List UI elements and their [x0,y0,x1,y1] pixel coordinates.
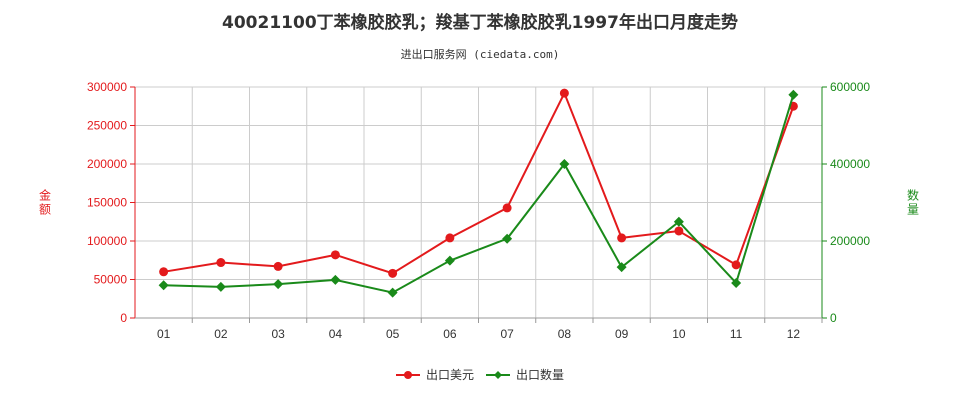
x-tick-label: 12 [787,327,801,341]
data-point [388,268,398,278]
left-tick-label: 300000 [87,80,127,94]
left-tick-label: 0 [120,311,127,325]
left-tick-label: 100000 [87,234,127,248]
series-line-2 [163,94,795,294]
x-tick-label: 09 [615,327,629,341]
x-tick-label: 02 [214,327,228,341]
data-point [731,277,742,288]
data-point [559,159,570,169]
right-tick-label: 600000 [830,80,870,94]
left-axis-title: 金额 [39,188,51,217]
data-point [673,216,684,227]
x-tick-label: 07 [500,327,514,341]
left-tick-label: 200000 [87,157,127,171]
series-line-1 [163,90,795,275]
right-tick-label: 400000 [830,157,870,171]
data-point [674,226,684,236]
right-tick-label: 200000 [830,234,870,248]
data-point [159,267,169,277]
data-point [158,280,169,291]
data-point [559,88,569,98]
left-tick-label: 50000 [94,273,128,287]
x-tick-label: 05 [386,327,400,341]
legend-label: 出口美元 [426,368,474,382]
data-point [444,255,455,266]
legend-marker [494,371,502,379]
x-tick-label: 04 [329,327,343,341]
left-tick-label: 250000 [87,119,127,133]
data-point [273,261,283,271]
legend-marker [404,371,412,379]
data-point [216,258,226,268]
x-tick-label: 10 [672,327,686,341]
data-point [215,281,226,292]
data-point [731,260,741,270]
x-tick-label: 08 [558,327,572,341]
data-point [445,233,455,243]
x-tick-label: 06 [443,327,457,341]
data-point [788,89,799,100]
data-point [502,233,513,244]
data-point [330,274,341,285]
chart-title: 40021100丁苯橡胶胶乳；羧基丁苯橡胶胶乳1997年出口月度走势 [222,13,738,33]
right-axis-title: 数量 [907,188,919,217]
data-point [617,233,627,243]
left-tick-label: 150000 [87,196,127,210]
data-point [502,203,512,213]
x-tick-label: 11 [730,327,743,341]
right-tick-label: 0 [830,311,837,325]
data-point [273,279,284,290]
legend-label: 出口数量 [516,367,564,382]
x-tick-label: 01 [157,327,171,341]
data-point [616,262,627,273]
chart-subtitle: 进出口服务网 (ciedata.com) [400,48,560,61]
data-point [330,250,340,260]
data-point [387,287,398,298]
axes: 0500001000001500002000002500003000000200… [39,80,919,341]
x-tick-label: 03 [271,327,285,341]
legend: 出口美元 出口数量 [396,367,564,382]
series-layer [158,88,799,298]
grid [134,86,823,319]
